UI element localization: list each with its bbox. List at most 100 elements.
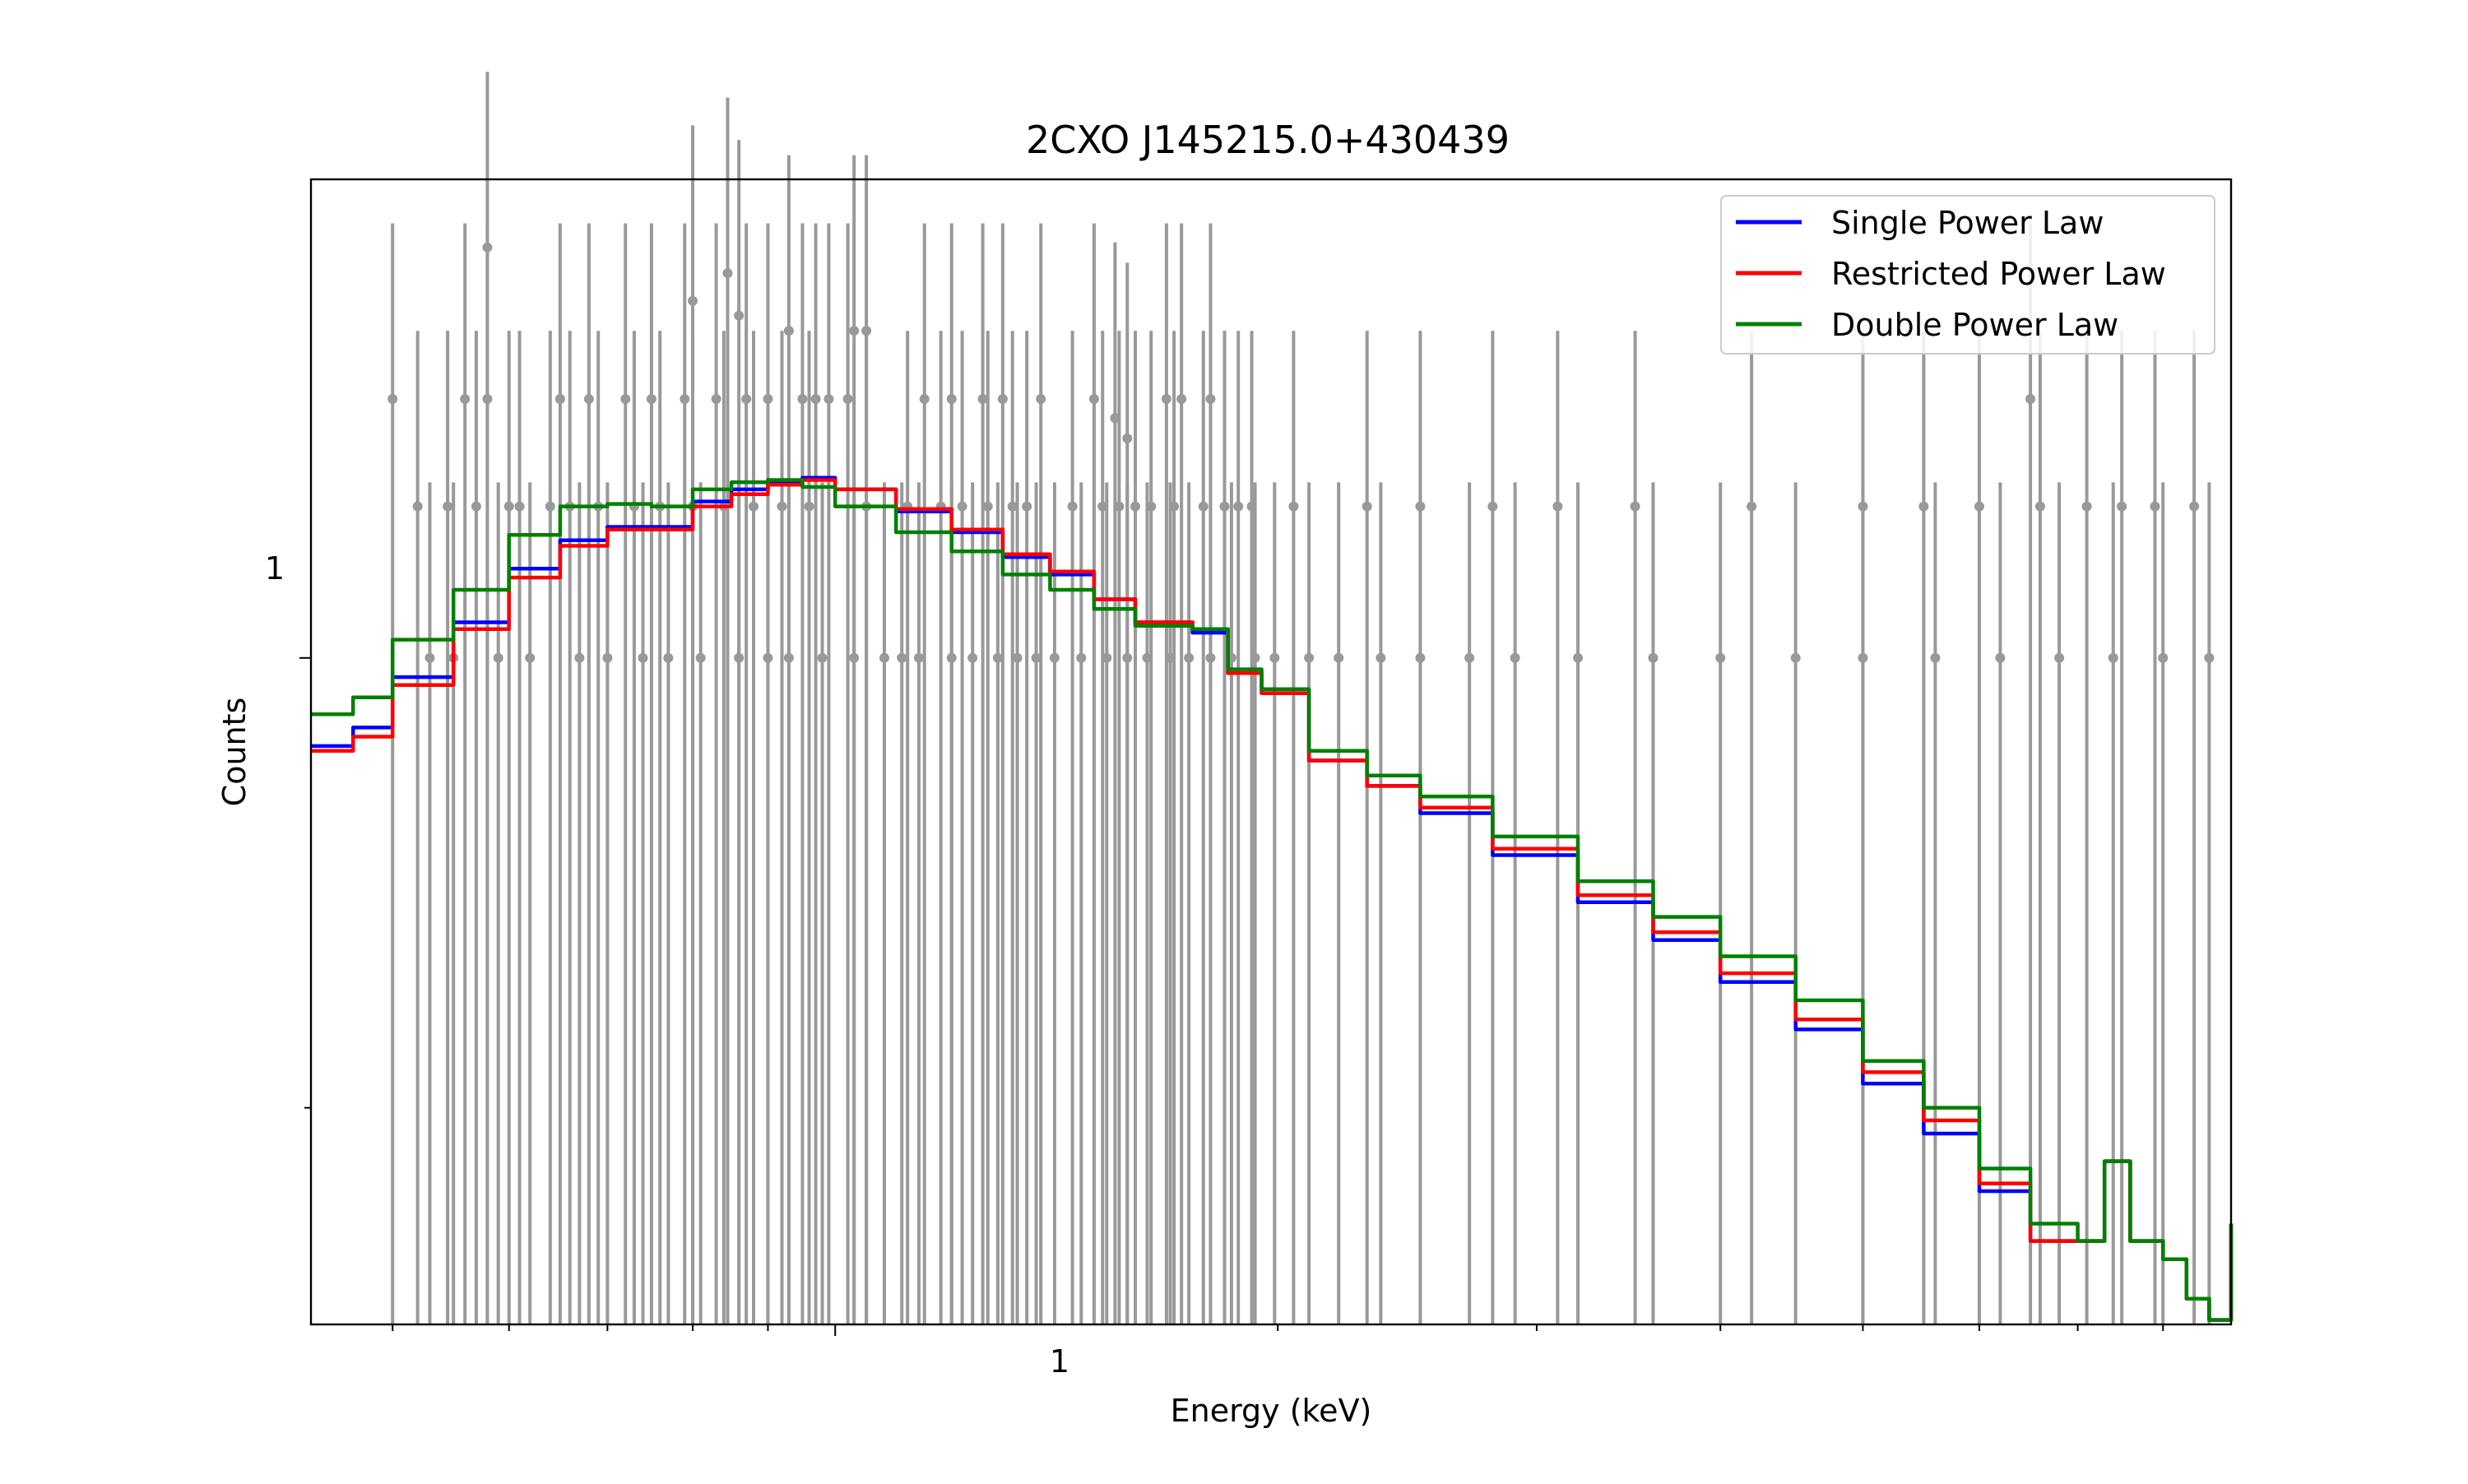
data-point: [525, 652, 536, 663]
data-point: [783, 326, 794, 336]
data-point: [763, 652, 773, 663]
data-point: [913, 652, 924, 663]
data-point: [1304, 652, 1315, 663]
data-point: [861, 326, 872, 336]
data-point: [545, 501, 555, 512]
legend-frame: [1720, 195, 2215, 355]
data-point: [741, 393, 752, 404]
data-point: [823, 393, 834, 404]
data-point: [1464, 652, 1475, 663]
data-point: [997, 393, 1008, 404]
data-point: [763, 393, 773, 404]
data-point: [574, 652, 585, 663]
data-point: [1487, 501, 1498, 512]
data-point: [1076, 652, 1087, 663]
data-point: [879, 652, 889, 663]
data-point: [1022, 501, 1032, 512]
data-point: [620, 393, 631, 404]
plot-area: [299, 72, 2234, 1336]
data-point: [1036, 393, 1046, 404]
x-axis-label: Energy (keV): [1171, 1393, 1372, 1429]
legend-entry-restricted: Restricted Power Law: [1736, 256, 2166, 292]
data-point: [797, 393, 808, 404]
data-point: [680, 393, 690, 404]
data-point: [1415, 652, 1426, 663]
data-point: [1715, 652, 1726, 663]
data-point: [2034, 501, 2045, 512]
data-point: [1205, 652, 1216, 663]
data-point: [1007, 501, 1018, 512]
plot-background: [311, 179, 2231, 1324]
data-point: [2054, 652, 2065, 663]
data-point: [2189, 501, 2200, 512]
data-point: [1176, 393, 1187, 404]
y-axis-label: Counts: [216, 698, 253, 807]
data-point: [412, 501, 423, 512]
data-point: [471, 501, 481, 512]
x-tick-label: 1: [1050, 1343, 1069, 1380]
data-point: [946, 393, 957, 404]
legend-label: Restricted Power Law: [1831, 256, 2166, 292]
legend-label: Double Power Law: [1831, 307, 2118, 343]
data-point: [1375, 652, 1386, 663]
data-point: [1930, 652, 1941, 663]
data-point: [1097, 501, 1108, 512]
data-point: [957, 501, 967, 512]
data-point: [1161, 393, 1171, 404]
legend-entry-single: Single Power Law: [1736, 205, 2104, 241]
series-line-2: [311, 478, 2234, 1322]
data-point: [849, 326, 860, 336]
data-point: [1747, 501, 1757, 512]
legend-label: Single Power Law: [1831, 205, 2104, 241]
data-point: [646, 393, 656, 404]
y-tick-label: 1: [265, 550, 285, 587]
data-point: [1974, 501, 1984, 512]
data-point: [638, 652, 648, 663]
data-point: [663, 652, 674, 663]
data-point: [842, 393, 853, 404]
data-point: [992, 652, 1003, 663]
data-point: [1110, 413, 1120, 424]
data-point: [688, 295, 698, 306]
data-point: [734, 310, 745, 321]
data-point: [482, 242, 493, 253]
data-point: [1067, 501, 1078, 512]
data-point: [1334, 652, 1344, 663]
data-point: [2150, 501, 2160, 512]
data-point: [514, 501, 525, 512]
legend-entry-double: Double Power Law: [1736, 307, 2118, 343]
data-point: [424, 652, 435, 663]
data-point: [1510, 652, 1520, 663]
data-point: [1648, 652, 1658, 663]
data-point: [1250, 652, 1260, 663]
data-point: [554, 393, 565, 404]
data-point: [1573, 652, 1584, 663]
data-point: [1205, 393, 1216, 404]
data-point: [1995, 652, 2006, 663]
data-point: [777, 501, 787, 512]
data-point: [1198, 501, 1208, 512]
data-point: [1130, 501, 1141, 512]
chart-title: 2CXO J145215.0+430439: [1026, 118, 1510, 162]
data-point: [1184, 652, 1195, 663]
data-point: [2117, 501, 2127, 512]
data-point: [817, 652, 828, 663]
data-point: [583, 393, 594, 404]
data-point: [804, 501, 814, 512]
data-point: [443, 501, 453, 512]
series-line-3: [311, 478, 2234, 1322]
data-point: [1102, 652, 1112, 663]
data-point: [2204, 652, 2215, 663]
data-point: [1858, 652, 1868, 663]
data-point: [1269, 652, 1280, 663]
data-point: [503, 501, 514, 512]
data-point: [1142, 652, 1153, 663]
data-point: [1630, 501, 1640, 512]
data-point: [810, 393, 821, 404]
data-point: [1012, 652, 1023, 663]
data-point: [749, 501, 759, 512]
data-point: [1362, 501, 1372, 512]
data-point: [2025, 393, 2036, 404]
data-point: [897, 652, 907, 663]
